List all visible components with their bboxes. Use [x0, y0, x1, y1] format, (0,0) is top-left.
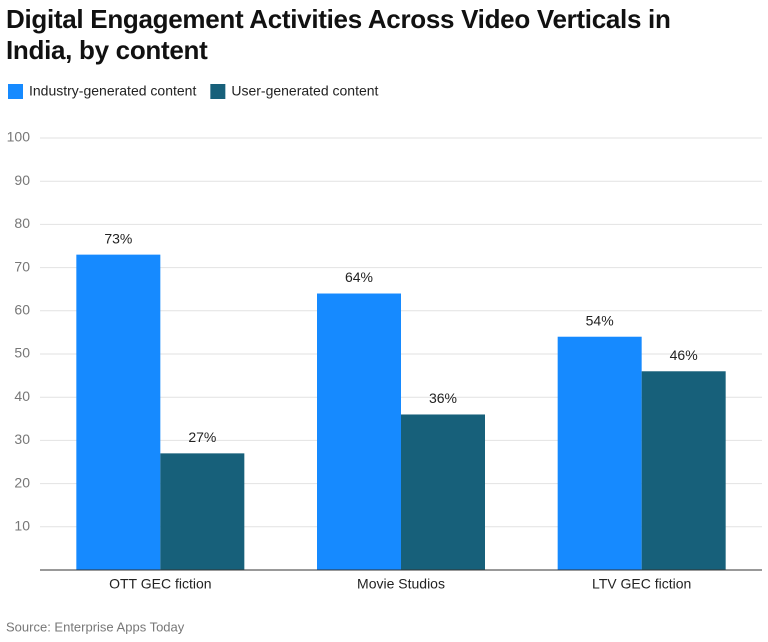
y-tick-label: 80 — [14, 215, 30, 231]
chart-title: Digital Engagement Activities Across Vid… — [6, 4, 671, 65]
y-tick-label: 60 — [14, 302, 30, 318]
value-label: 27% — [188, 429, 216, 445]
value-label: 46% — [670, 347, 698, 363]
y-tick-label: 100 — [7, 129, 31, 145]
y-tick-label: 40 — [14, 388, 30, 404]
source: Source: Enterprise Apps Today — [6, 619, 185, 634]
x-tick-label: LTV GEC fiction — [592, 576, 691, 592]
bar — [401, 414, 485, 570]
y-tick-label: 20 — [14, 474, 30, 490]
bar — [76, 254, 161, 570]
bar — [160, 453, 245, 570]
bar — [317, 293, 401, 570]
x-tick-label: OTT GEC fiction — [109, 576, 211, 592]
legend-swatch — [8, 84, 23, 99]
value-label: 73% — [104, 230, 132, 246]
legend-label: User-generated content — [231, 83, 378, 99]
y-tick-label: 90 — [14, 172, 30, 188]
y-tick-label: 50 — [14, 345, 30, 361]
y-tick-label: 70 — [14, 258, 30, 274]
bar — [557, 336, 642, 570]
y-tick-label: 10 — [14, 518, 30, 534]
legend-label: Industry-generated content — [29, 83, 196, 99]
value-label: 36% — [429, 390, 457, 406]
bar — [641, 371, 726, 570]
x-tick-label: Movie Studios — [357, 576, 445, 592]
value-label: 54% — [586, 312, 614, 328]
value-label: 64% — [345, 269, 373, 285]
y-tick-label: 30 — [14, 431, 30, 447]
legend-swatch — [210, 84, 226, 99]
